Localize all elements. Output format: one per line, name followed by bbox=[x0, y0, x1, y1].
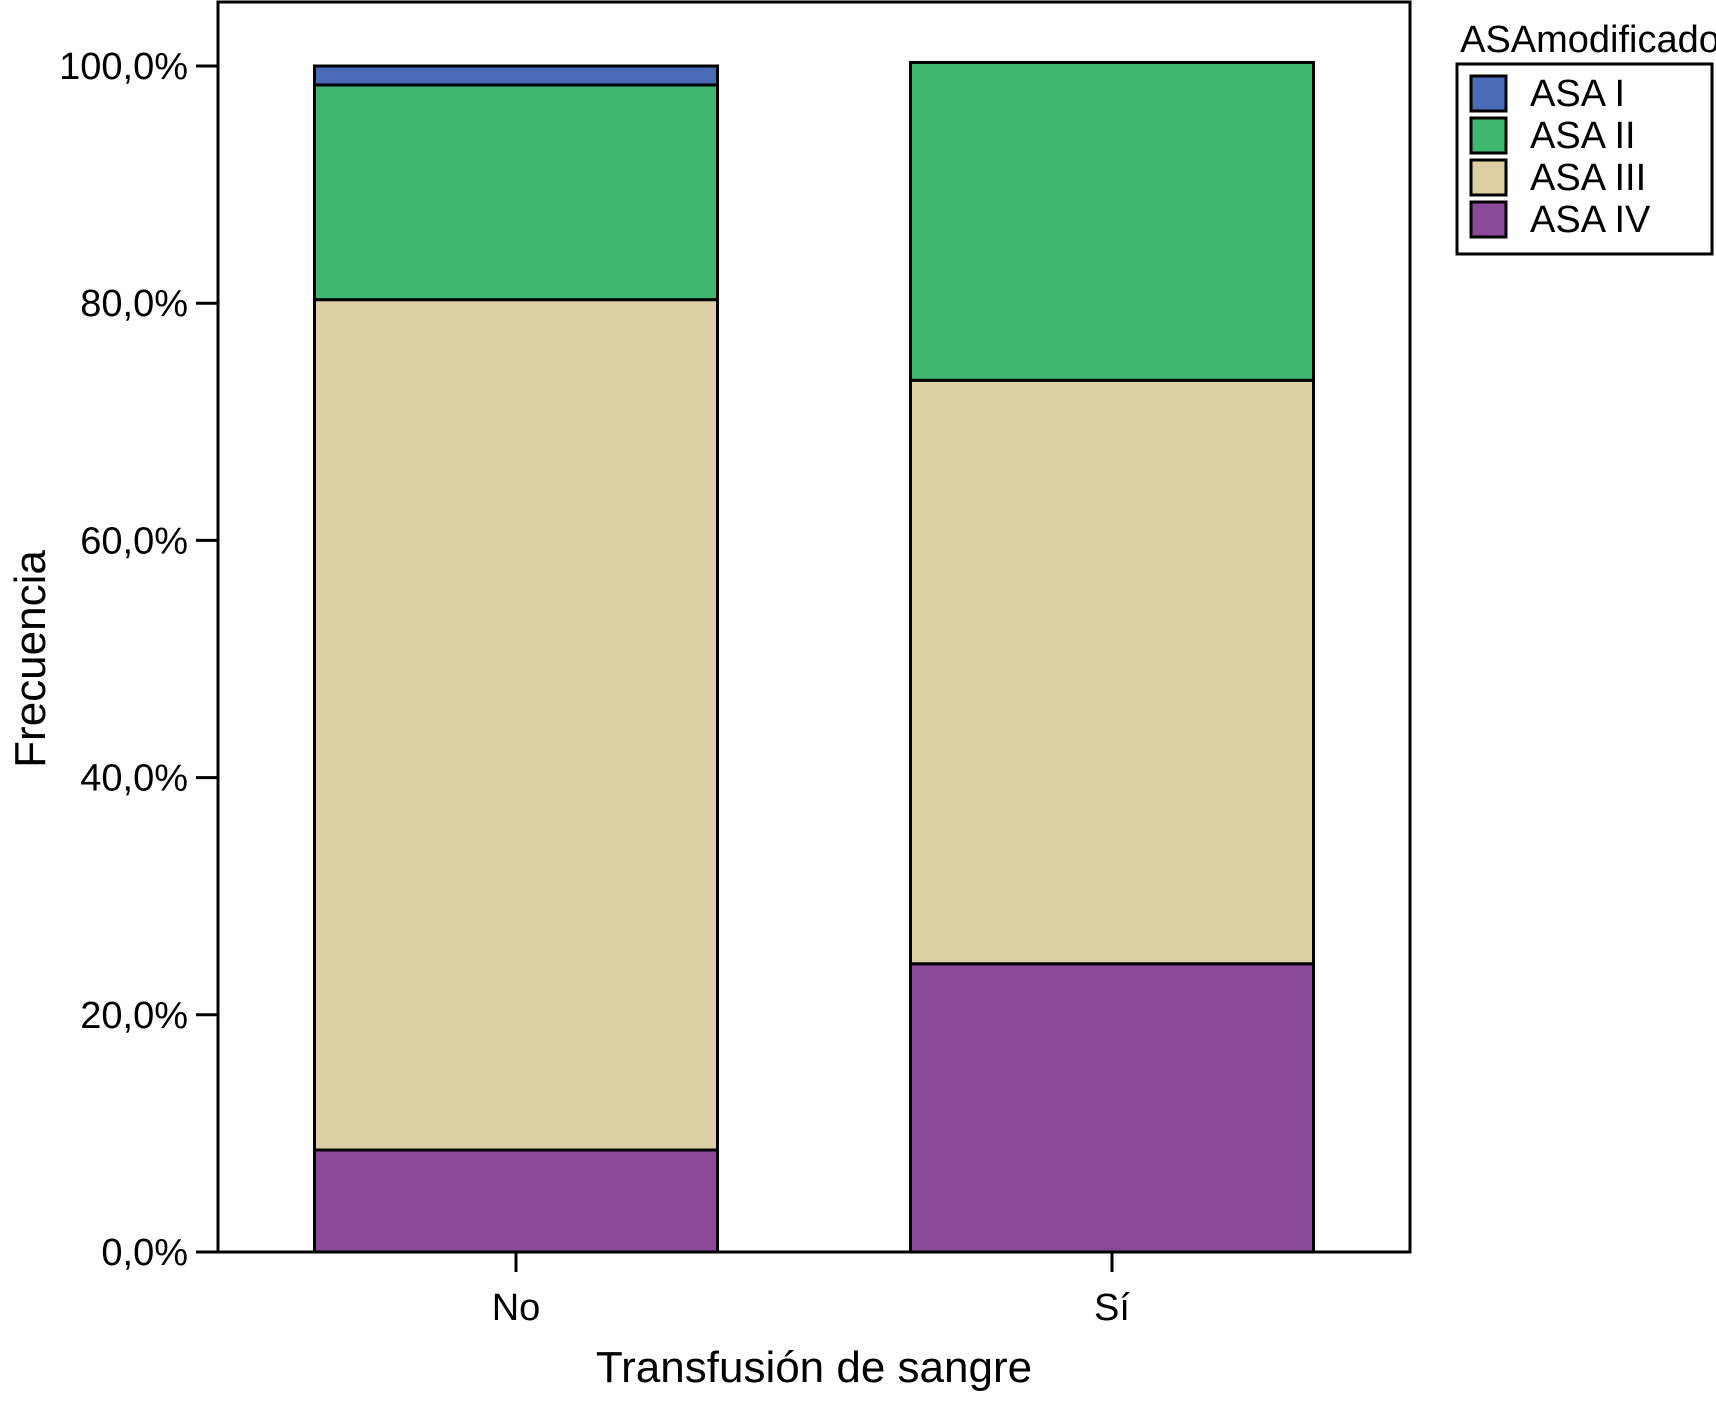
legend-label: ASA IV bbox=[1530, 199, 1651, 241]
bar-segment-no-asa-iv bbox=[313, 1148, 719, 1254]
y-axis-title: Frecuencia bbox=[6, 550, 55, 768]
x-axis: No Sí bbox=[492, 1252, 1130, 1329]
y-tick-label: 60,0% bbox=[80, 520, 188, 562]
x-axis-title: Transfusión de sangre bbox=[596, 1343, 1032, 1392]
x-tick-label: Sí bbox=[1094, 1287, 1130, 1329]
y-tick-label: 40,0% bbox=[80, 758, 188, 800]
y-tick-label: 20,0% bbox=[80, 995, 188, 1037]
legend-label: ASA III bbox=[1530, 157, 1646, 199]
legend-label: ASA I bbox=[1530, 73, 1625, 115]
bar-segment-no-asa-i bbox=[313, 64, 719, 87]
bar-segment-no-asa-ii bbox=[313, 83, 719, 302]
legend-swatch-asa-iii bbox=[1469, 158, 1508, 197]
legend-swatch-asa-ii bbox=[1469, 116, 1508, 155]
bar-segment-sí-asa-ii bbox=[909, 60, 1315, 382]
bar-segment-no-asa-iii bbox=[313, 298, 719, 1152]
y-axis: 0,0% 20,0% 40,0% 60,0% 80,0% 100,0% bbox=[59, 46, 218, 1274]
legend-swatch-asa-iv bbox=[1469, 200, 1508, 239]
legend-title: ASAmodificado bbox=[1460, 19, 1716, 61]
legend-swatch-asa-i bbox=[1469, 74, 1508, 113]
x-tick-label: No bbox=[492, 1287, 541, 1329]
bar-segment-sí-asa-iv bbox=[909, 962, 1315, 1254]
y-tick-label: 80,0% bbox=[80, 283, 188, 325]
legend-label: ASA II bbox=[1530, 115, 1636, 157]
y-tick-label: 0,0% bbox=[101, 1232, 188, 1274]
bar-segment-sí-asa-iii bbox=[909, 378, 1315, 966]
bars-layer bbox=[313, 60, 1315, 1254]
y-tick-label: 100,0% bbox=[59, 46, 188, 88]
